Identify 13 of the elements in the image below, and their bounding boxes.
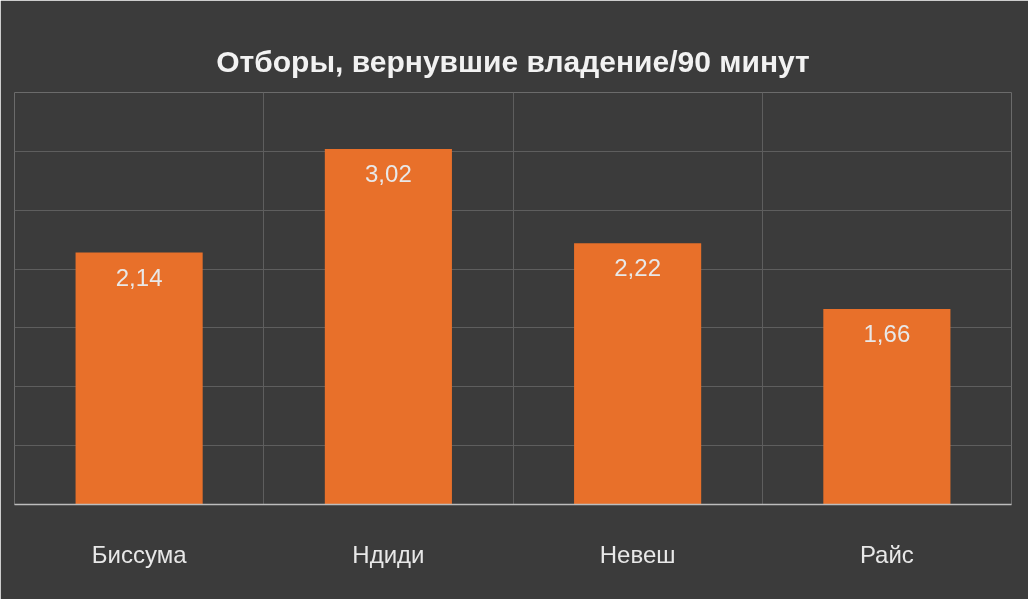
bar	[574, 243, 702, 505]
x-tick-label: Биссума	[91, 540, 188, 568]
x-tick-label: Невеш	[599, 540, 676, 568]
data-label: 3,02	[365, 160, 412, 187]
bar	[823, 309, 951, 505]
x-tick-label: Райс	[859, 540, 914, 568]
bar	[324, 149, 452, 505]
x-tick-label: Ндиди	[352, 540, 425, 568]
data-label: 2,14	[115, 263, 163, 291]
chart-title: Отборы, вернувшие владение/90 минут	[216, 44, 810, 78]
bar	[75, 252, 203, 505]
data-label: 2,22	[614, 254, 661, 282]
data-label: 1,66	[863, 320, 911, 348]
